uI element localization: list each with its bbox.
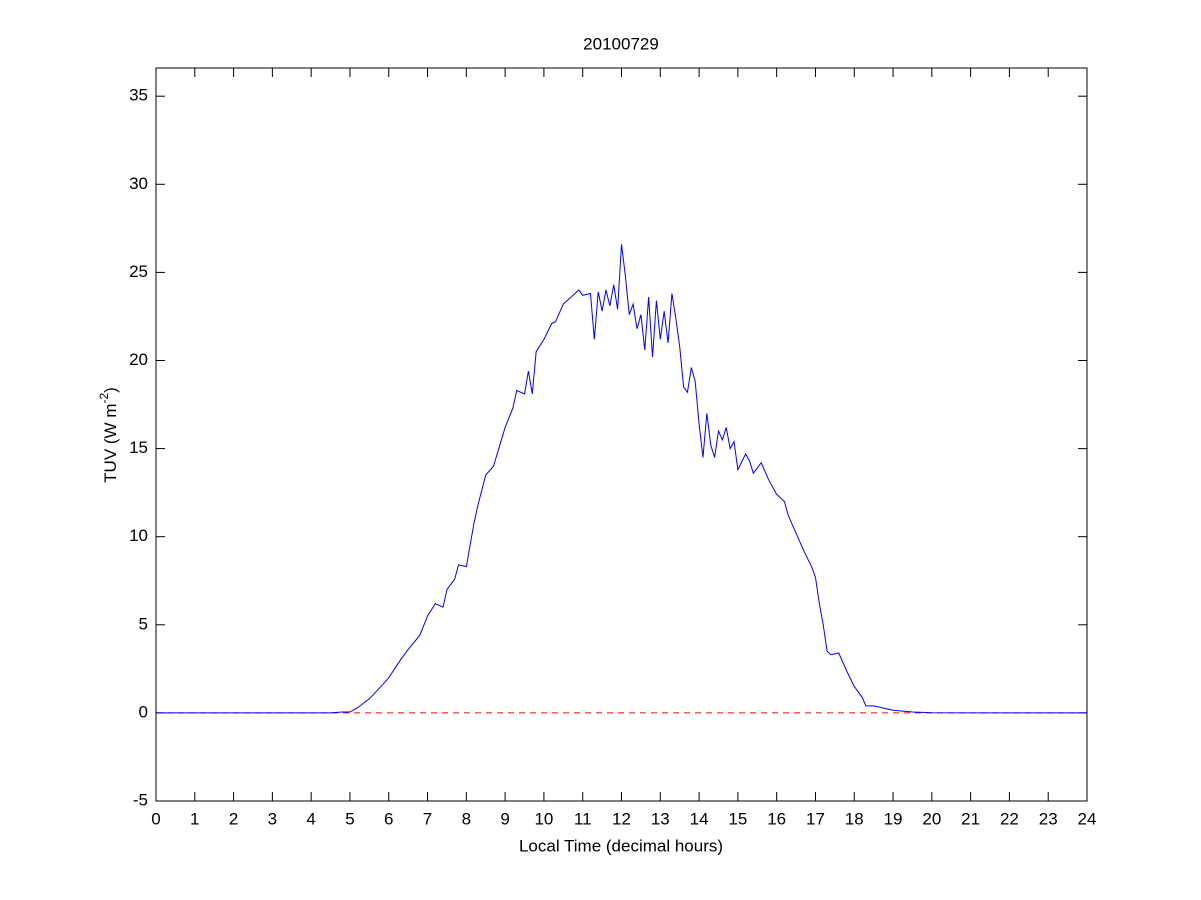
- y-tick-label: 0: [139, 702, 148, 721]
- x-tick-label: 10: [534, 809, 553, 828]
- y-tick-label: 25: [129, 262, 148, 281]
- x-tick-label: 19: [884, 809, 903, 828]
- x-tick-label: 4: [306, 809, 315, 828]
- x-tick-label: 24: [1078, 809, 1097, 828]
- y-tick-label: 5: [139, 614, 148, 633]
- x-tick-label: 1: [190, 809, 199, 828]
- x-tick-label: 15: [728, 809, 747, 828]
- x-tick-label: 0: [151, 809, 160, 828]
- plot-area: [155, 67, 1088, 802]
- y-label-sup: -2: [97, 393, 111, 404]
- y-label-end: ): [101, 387, 120, 393]
- y-axis-label: TUV (W m-2): [97, 387, 120, 483]
- x-tick-label: 16: [767, 809, 786, 828]
- data-line: [156, 244, 1088, 714]
- x-tick-label: 21: [961, 809, 980, 828]
- y-tick-label: 30: [129, 174, 148, 193]
- x-tick-label: 17: [806, 809, 825, 828]
- x-tick-label: 8: [462, 809, 471, 828]
- y-tick-label: 35: [129, 86, 148, 105]
- x-tick-label: 23: [1039, 809, 1058, 828]
- x-tick-label: 18: [845, 809, 864, 828]
- x-tick-label: 11: [574, 809, 592, 828]
- chart-title: 20100729: [583, 34, 659, 53]
- y-tick-label: 15: [129, 438, 148, 457]
- x-tick-label: 12: [612, 809, 631, 828]
- x-tick-label: 7: [423, 809, 432, 828]
- x-tick-label: 22: [1000, 809, 1019, 828]
- y-tick-label: -5: [133, 790, 148, 809]
- x-tick-label: 13: [651, 809, 670, 828]
- x-tick-label: 20: [922, 809, 941, 828]
- x-tick-label: 6: [384, 809, 393, 828]
- x-tick-label: 5: [345, 809, 354, 828]
- y-tick-label: 20: [129, 350, 148, 369]
- x-tick-label: 2: [229, 809, 238, 828]
- x-axis-label: Local Time (decimal hours): [519, 836, 723, 855]
- y-label-text: TUV (W m: [101, 404, 120, 483]
- x-tick-label: 3: [268, 809, 277, 828]
- y-tick-label: 10: [129, 526, 148, 545]
- x-tick-label: 14: [690, 809, 709, 828]
- x-tick-label: 9: [500, 809, 509, 828]
